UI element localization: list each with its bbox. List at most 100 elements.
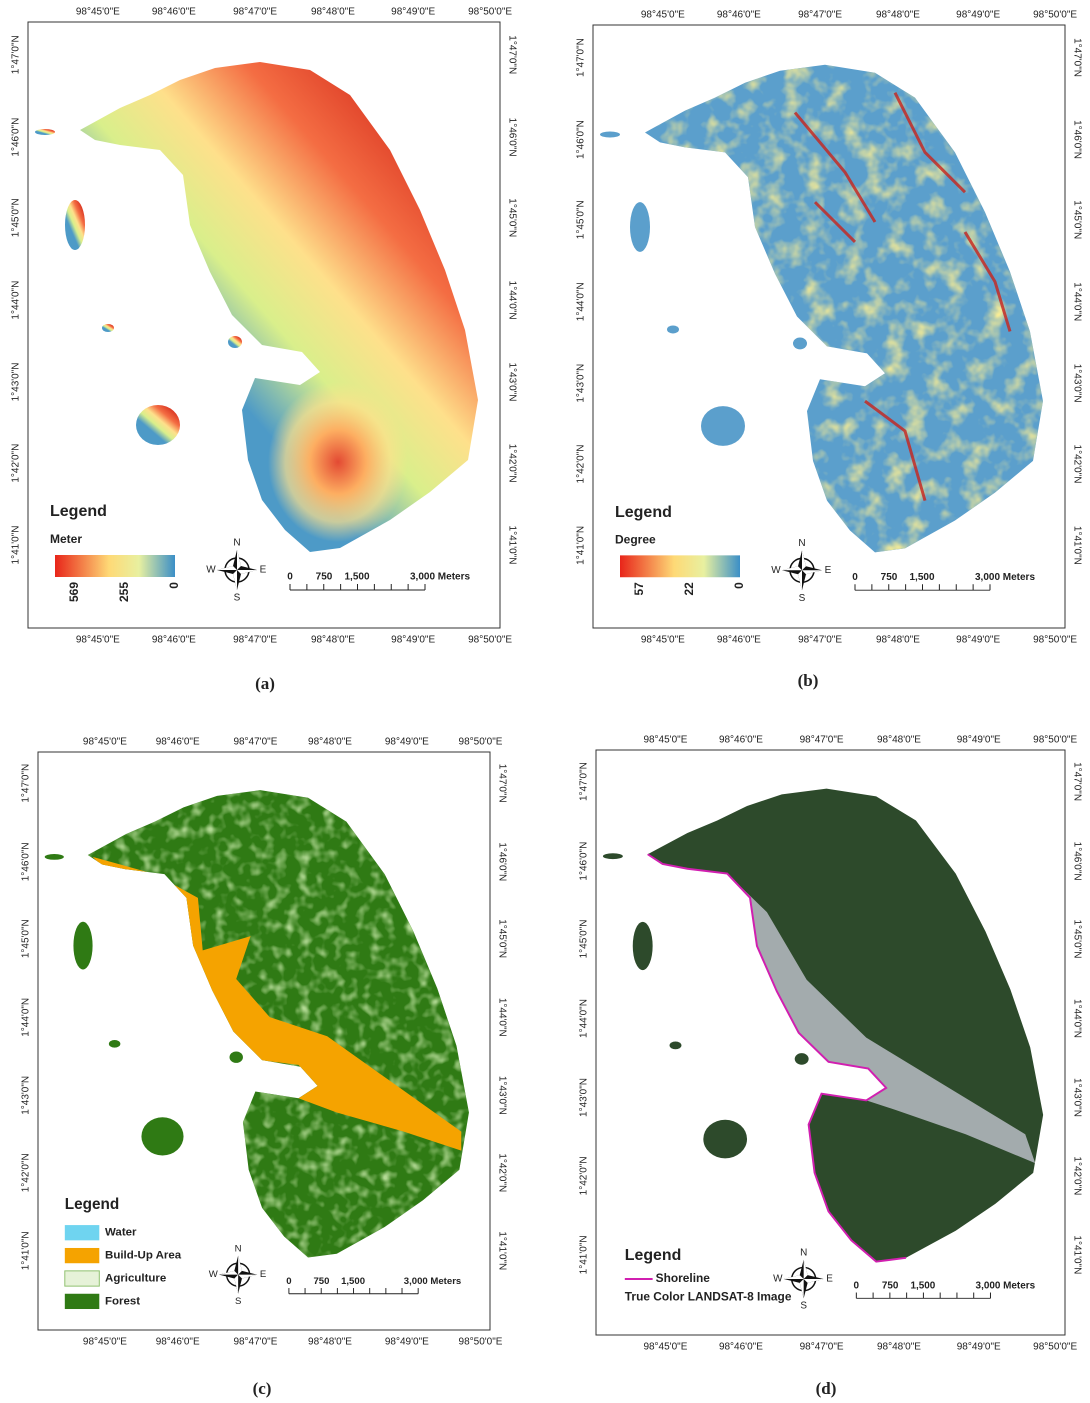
longitude-label: 98°45'0"E: [643, 735, 687, 746]
map-content: NESW07501,5003,000 MetersLegendShoreline…: [603, 789, 1043, 1312]
small-island: [35, 129, 55, 135]
small-island: [600, 131, 620, 137]
small-island: [633, 922, 653, 970]
longitude-label: 98°45'0"E: [83, 1337, 127, 1348]
latitude-label: 1°41'0"N: [11, 526, 22, 565]
small-island: [45, 854, 64, 860]
map-content: NESW07501,5003,000 MetersLegendWaterBuil…: [45, 790, 469, 1309]
longitude-label: 98°50'0"E: [468, 7, 512, 18]
scale-label: 3,000 Meters: [404, 1276, 461, 1287]
compass-letter: N: [798, 538, 805, 549]
legend-title: Legend: [615, 504, 672, 521]
panel-caption: (d): [816, 1379, 837, 1398]
latitude-label: 1°47'0"N: [506, 35, 517, 74]
longitude-label: 98°46'0"E: [152, 7, 196, 18]
longitude-label: 98°46'0"E: [719, 1342, 763, 1353]
ramp-label: 57: [632, 582, 646, 596]
legend-item: Agriculture: [105, 1273, 166, 1285]
latitude-label: 1°47'0"N: [11, 35, 22, 74]
scale-label: 1,500: [910, 1280, 935, 1291]
compass-letter: N: [233, 538, 240, 549]
scale-label: 1,500: [909, 572, 934, 583]
longitude-label: 98°50'0"E: [1033, 735, 1077, 746]
latitude-label: 1°44'0"N: [576, 282, 587, 321]
small-island: [703, 1120, 747, 1159]
map-panel: 98°45'0"E 98°45'0"E 98°46'0"E 98°46'0"E 98°4…: [579, 735, 1083, 1398]
map-content: NESW07501,5003,000 MetersLegendMeter5692…: [35, 62, 478, 604]
scale-label: 750: [881, 572, 898, 583]
color-ramp: [55, 555, 175, 577]
latitude-label: 1°46'0"N: [1071, 842, 1082, 881]
map-panel: 98°45'0"E98°45'0"E98°46'0"E98°46'0"E98°4…: [21, 737, 508, 1398]
longitude-label: 98°45'0"E: [643, 1342, 687, 1353]
latitude-label: 1°41'0"N: [576, 526, 587, 565]
latitude-label: 1°44'0"N: [506, 281, 517, 320]
latitude-label: 1°43'0"N: [21, 1076, 32, 1115]
longitude-label: 98°49'0"E: [957, 1342, 1001, 1353]
latitude-label: 1°43'0"N: [1071, 1078, 1082, 1117]
compass-letter: N: [235, 1243, 242, 1254]
compass-letter: W: [771, 565, 781, 576]
panel-caption: (b): [798, 671, 819, 690]
longitude-label: 98°48'0"E: [877, 735, 921, 746]
longitude-label: 98°47'0"E: [233, 1337, 277, 1348]
latitude-label: 1°45'0"N: [1071, 919, 1082, 958]
compass-letter: E: [826, 1274, 833, 1285]
legend-title: Legend: [50, 503, 107, 520]
latitude-label: 1°46'0"N: [576, 120, 587, 159]
latitude-label: 1°42'0"N: [506, 444, 517, 483]
compass-letter: N: [800, 1248, 807, 1259]
scale-bar: 07501,5003,000 Meters: [287, 572, 470, 590]
small-island: [630, 202, 650, 252]
legend-swatch: [65, 1225, 99, 1240]
latitude-label: 1°47'0"N: [1071, 38, 1082, 77]
longitude-label: 98°49'0"E: [385, 1337, 429, 1348]
longitude-label: 98°49'0"E: [956, 635, 1000, 646]
scale-bar: 07501,5003,000 Meters: [854, 1280, 1036, 1298]
longitude-label: 98°47'0"E: [798, 635, 842, 646]
legend-title: Legend: [65, 1196, 119, 1213]
longitude-label: 98°47'0"E: [800, 1342, 844, 1353]
ramp-label: 0: [167, 582, 181, 589]
compass-letter: S: [799, 593, 806, 604]
longitude-label: 98°48'0"E: [877, 1342, 921, 1353]
compass-letter: S: [234, 593, 241, 604]
longitude-label: 98°48'0"E: [311, 635, 355, 646]
scale-label: 750: [316, 572, 333, 583]
scale-label: 1,500: [341, 1276, 365, 1287]
map-panel: 98°45'0"E98°45'0"E98°46'0"E98°46'0"E98°4…: [11, 7, 518, 693]
latitude-label: 1°44'0"N: [21, 998, 32, 1037]
latitude-label: 1°42'0"N: [496, 1153, 507, 1192]
scale-label: 0: [287, 572, 293, 583]
longitude-label: 98°48'0"E: [876, 10, 920, 21]
latitude-label: 1°44'0"N: [11, 281, 22, 320]
latitude-label: 1°42'0"N: [11, 444, 22, 483]
island-detail: [645, 65, 1043, 553]
scale-label: 1,500: [344, 572, 369, 583]
latitude-label: 1°41'0"N: [1071, 526, 1082, 565]
small-island: [793, 337, 807, 349]
longitude-label: 98°48'0"E: [308, 737, 352, 748]
longitude-label: 98°49'0"E: [391, 7, 435, 18]
legend-item: Forest: [105, 1295, 140, 1307]
latitude-label: 1°43'0"N: [496, 1076, 507, 1115]
latitude-label: 1°42'0"N: [576, 445, 587, 484]
longitude-label: 98°45'0"E: [641, 635, 685, 646]
figure: 98°45'0"E 98°45'0"E 98°46'0"E 98°46'0"E 98°4…: [0, 0, 1090, 1403]
latitude-label: 1°42'0"N: [579, 1156, 590, 1195]
scale-label: 750: [882, 1280, 899, 1291]
latitude-label: 1°47'0"N: [496, 764, 507, 803]
latitude-label: 1°43'0"N: [506, 362, 517, 401]
longitude-label: 98°48'0"E: [876, 635, 920, 646]
longitude-label: 98°47'0"E: [800, 735, 844, 746]
small-island: [795, 1053, 809, 1065]
legend-item: True Color LANDSAT-8 Image: [625, 1291, 792, 1304]
compass-letter: W: [206, 565, 216, 576]
latitude-label: 1°46'0"N: [1071, 120, 1082, 159]
longitude-label: 98°46'0"E: [717, 635, 761, 646]
longitude-label: 98°46'0"E: [156, 1337, 200, 1348]
longitude-label: 98°49'0"E: [391, 635, 435, 646]
longitude-label: 98°46'0"E: [719, 735, 763, 746]
